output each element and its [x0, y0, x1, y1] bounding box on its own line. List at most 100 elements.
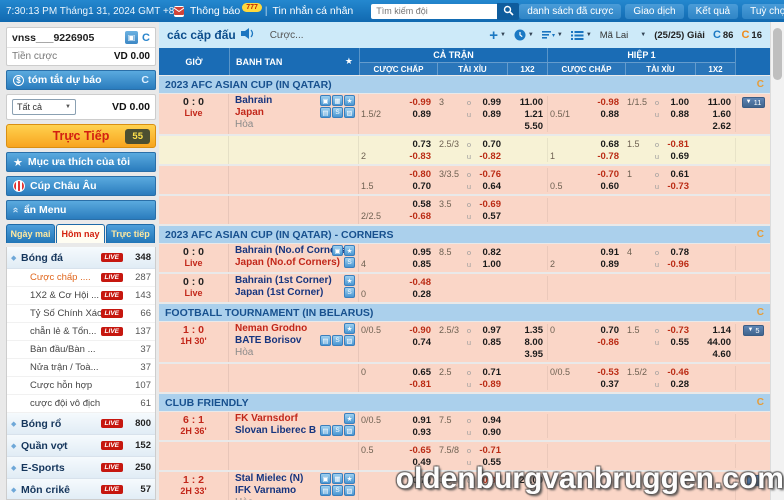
- odds-value[interactable]: -0.71: [479, 444, 501, 456]
- pitch-icon[interactable]: ▦: [332, 473, 343, 484]
- team-name[interactable]: Slovan Liberec B: [235, 425, 317, 436]
- more-bets-button[interactable]: ▼ 11: [741, 96, 766, 108]
- pitch-icon[interactable]: ▦: [332, 95, 343, 106]
- topbar-button[interactable]: Giao dịch: [625, 3, 684, 19]
- more-bets-button[interactable]: ▼: [746, 474, 761, 486]
- odds-value[interactable]: 0.99: [482, 96, 502, 108]
- sort-button[interactable]: ▼: [541, 30, 563, 40]
- sidebar-tab[interactable]: Trực tiếp: [106, 224, 155, 243]
- refresh-timer-button[interactable]: C 16: [741, 29, 762, 41]
- team-name[interactable]: Hòa: [235, 347, 254, 358]
- league-header[interactable]: CLUB FRIENDLY C: [159, 394, 770, 411]
- league-header[interactable]: 2023 AFC ASIAN CUP (IN QATAR) C: [159, 76, 770, 93]
- odds-value[interactable]: 0.71: [482, 366, 502, 378]
- odds-value[interactable]: -0.82: [479, 150, 501, 162]
- odds-value[interactable]: -0.83: [409, 150, 431, 162]
- view-mode-button[interactable]: ▼: [570, 30, 592, 40]
- stats-icon[interactable]: ▤: [320, 107, 331, 118]
- stats-icon[interactable]: ▤: [320, 425, 331, 436]
- odds-value[interactable]: 0.61: [670, 168, 690, 180]
- odds-value[interactable]: 0.37: [600, 378, 620, 390]
- odds-value[interactable]: 0.89: [600, 258, 620, 270]
- odds-value[interactable]: -0.65: [409, 444, 431, 456]
- odds-value[interactable]: 0.91: [412, 414, 432, 426]
- search-input[interactable]: [371, 3, 498, 19]
- s-icon[interactable]: S: [332, 425, 343, 436]
- team-name[interactable]: Japan: [235, 107, 264, 118]
- odds-value[interactable]: 0.55: [670, 336, 690, 348]
- sidebar-item[interactable]: Nửa trận / Toà... 37: [7, 359, 155, 377]
- odds-value[interactable]: 0.28: [412, 288, 432, 300]
- topbar-button[interactable]: Tuỳ chọn: [742, 3, 784, 19]
- sidebar-item[interactable]: 1X2 & Cơ Hội ... LIVE 143: [7, 287, 155, 305]
- refresh-icon[interactable]: C: [142, 31, 150, 44]
- sidebar-item[interactable]: ◆ Quần vợt LIVE 152: [7, 435, 155, 457]
- sidebar-item[interactable]: cược đội vô địch 61: [7, 395, 155, 413]
- odds-value[interactable]: 0.74: [412, 336, 432, 348]
- sidebar-tab[interactable]: Ngày mai: [6, 224, 55, 243]
- odds-value[interactable]: 0.64: [482, 180, 502, 192]
- odds-value[interactable]: 0.88: [670, 108, 690, 120]
- sidebar-item[interactable]: Cược hỗn hợp 107: [7, 377, 155, 395]
- odds-value[interactable]: 11.00: [707, 96, 731, 108]
- sidebar-item[interactable]: ◆ E-Sports LIVE 250: [7, 457, 155, 479]
- notes-icon[interactable]: ▨: [344, 425, 355, 436]
- odds-value[interactable]: 0.85: [482, 336, 502, 348]
- s-icon[interactable]: S: [344, 287, 355, 298]
- odds-value[interactable]: -0.76: [479, 168, 501, 180]
- s-icon[interactable]: S: [344, 257, 355, 268]
- odds-value[interactable]: 1.35: [524, 324, 544, 336]
- odds-value[interactable]: 0.57: [482, 210, 502, 222]
- odds-value[interactable]: 5.50: [524, 120, 544, 132]
- odds-value[interactable]: 44.00: [707, 336, 731, 348]
- topbar-button[interactable]: danh sách đã cược: [519, 3, 622, 19]
- odds-value[interactable]: -0.98: [597, 96, 619, 108]
- odds-value[interactable]: 0.95: [412, 246, 432, 258]
- tv-icon[interactable]: ▣: [332, 245, 343, 256]
- odds-value[interactable]: 0.58: [412, 198, 432, 210]
- messages-link[interactable]: Tin nhắn cá nhân: [272, 5, 354, 17]
- odds-value[interactable]: 0.94: [482, 414, 502, 426]
- refresh-icon[interactable]: C: [756, 307, 764, 318]
- odds-value[interactable]: 0.49: [412, 456, 432, 468]
- odds-value[interactable]: 0.97: [482, 324, 502, 336]
- odds-value[interactable]: -0.73: [667, 180, 689, 192]
- star-icon[interactable]: ★: [344, 245, 355, 256]
- odds-value[interactable]: 0.85: [412, 258, 432, 270]
- odds-value[interactable]: 1.00: [482, 258, 502, 270]
- odds-value[interactable]: 3.85: [507, 499, 547, 500]
- star-icon[interactable]: ★: [344, 275, 355, 286]
- team-name[interactable]: Neman Grodno: [235, 323, 308, 334]
- odds-value[interactable]: 0.93: [412, 426, 432, 438]
- star-icon[interactable]: ★: [344, 413, 355, 424]
- odds-value[interactable]: -0.96: [667, 258, 689, 270]
- sidebar-item[interactable]: ◆ Bóng đá LIVE 348: [7, 247, 155, 269]
- main-scrollbar[interactable]: [770, 22, 784, 500]
- refresh-icon[interactable]: C: [756, 397, 764, 408]
- odds-value[interactable]: 4.60: [712, 348, 732, 360]
- odds-value[interactable]: 0.79: [412, 474, 432, 486]
- search-button[interactable]: [497, 2, 520, 20]
- team-name[interactable]: Bahrain (1st Corner): [235, 275, 332, 286]
- add-market-button[interactable]: + ▼: [489, 28, 506, 43]
- odds-value[interactable]: -0.87: [479, 474, 501, 486]
- odds-value[interactable]: 0.65: [412, 366, 432, 378]
- time-filter-button[interactable]: ▼: [514, 29, 534, 41]
- odds-value[interactable]: 25.00: [519, 474, 543, 486]
- tv-icon[interactable]: ▣: [320, 473, 331, 484]
- sidebar-item[interactable]: ◆ Bóng rổ LIVE 800: [7, 413, 155, 435]
- odds-value[interactable]: 1.14: [712, 324, 732, 336]
- odds-value[interactable]: 0.90: [482, 426, 502, 438]
- odds-value[interactable]: -0.70: [597, 168, 619, 180]
- refresh-all-button[interactable]: C 86: [713, 29, 734, 41]
- team-name[interactable]: Japan (1st Corner): [235, 287, 324, 298]
- odds-value[interactable]: 0.73: [412, 138, 432, 150]
- odds-value[interactable]: 0.78: [670, 246, 690, 258]
- sidebar-item[interactable]: chẵn lẻ & Tổn... LIVE 137: [7, 323, 155, 341]
- sidebar-item[interactable]: Cược chấp .... LIVE 287: [7, 269, 155, 287]
- odds-value[interactable]: -0.78: [597, 150, 619, 162]
- stats-icon[interactable]: ▤: [320, 485, 331, 496]
- more-bets-button[interactable]: ▼ 5: [743, 324, 764, 336]
- odds-value[interactable]: -0.73: [667, 324, 689, 336]
- team-name[interactable]: Bahrain: [235, 95, 273, 106]
